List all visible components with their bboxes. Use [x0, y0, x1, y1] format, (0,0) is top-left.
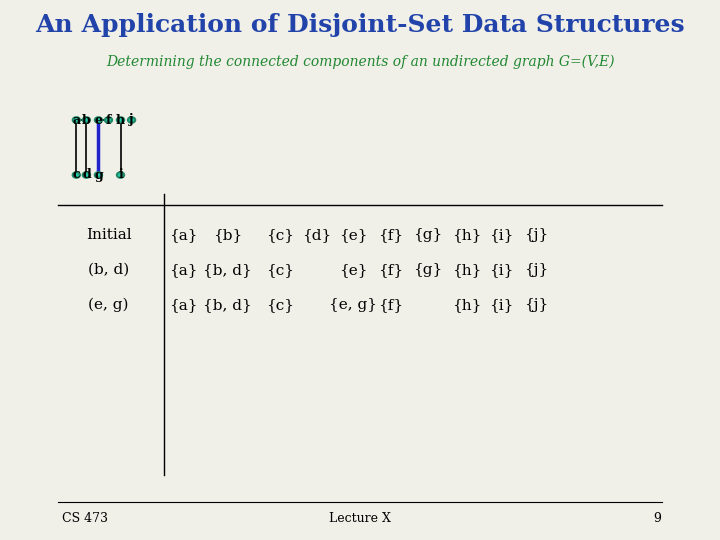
Text: {e}: {e} [339, 263, 367, 277]
Text: (e, g): (e, g) [89, 298, 129, 312]
Text: e: e [94, 113, 102, 126]
Text: Lecture X: Lecture X [329, 511, 391, 524]
Ellipse shape [95, 117, 102, 123]
Text: {b}: {b} [212, 228, 242, 242]
Text: {f}: {f} [378, 228, 403, 242]
Text: c: c [73, 168, 80, 181]
Ellipse shape [117, 172, 124, 178]
Text: {b, d}: {b, d} [203, 263, 252, 277]
Text: {i}: {i} [489, 263, 513, 277]
Text: Initial: Initial [86, 228, 132, 242]
Text: a: a [72, 113, 81, 126]
Ellipse shape [83, 172, 90, 178]
Text: Determining the connected components of an undirected graph G=(V,E): Determining the connected components of … [106, 55, 614, 69]
Text: {j}: {j} [524, 228, 549, 242]
Text: f: f [106, 113, 111, 126]
Text: {g}: {g} [413, 228, 443, 242]
Text: {a}: {a} [169, 228, 198, 242]
Text: {f}: {f} [378, 263, 403, 277]
Text: {j}: {j} [524, 263, 549, 277]
Ellipse shape [128, 117, 135, 123]
Text: {a}: {a} [169, 263, 198, 277]
Text: h: h [116, 113, 125, 126]
Text: An Application of Disjoint-Set Data Structures: An Application of Disjoint-Set Data Stru… [35, 13, 685, 37]
Text: {i}: {i} [489, 228, 513, 242]
Text: (b, d): (b, d) [88, 263, 130, 277]
Text: i: i [118, 168, 123, 181]
Text: 9: 9 [653, 511, 661, 524]
Text: {e, g}: {e, g} [329, 298, 377, 312]
Ellipse shape [105, 117, 112, 123]
Text: {f}: {f} [378, 298, 403, 312]
Ellipse shape [95, 172, 102, 178]
Text: {h}: {h} [451, 263, 481, 277]
Text: d: d [82, 168, 91, 181]
Text: {c}: {c} [266, 298, 294, 312]
Ellipse shape [73, 117, 80, 123]
Text: {j}: {j} [524, 298, 549, 312]
Text: {b, d}: {b, d} [203, 298, 252, 312]
Text: {h}: {h} [451, 298, 481, 312]
Text: j: j [130, 113, 134, 126]
Text: CS 473: CS 473 [61, 511, 107, 524]
Text: {a}: {a} [169, 298, 198, 312]
Ellipse shape [83, 117, 90, 123]
Text: {c}: {c} [266, 228, 294, 242]
Text: {h}: {h} [451, 228, 481, 242]
Text: {c}: {c} [266, 263, 294, 277]
Text: g: g [94, 168, 103, 181]
Text: b: b [82, 113, 91, 126]
Text: {g}: {g} [413, 263, 443, 277]
Text: {i}: {i} [489, 298, 513, 312]
Text: {e}: {e} [339, 228, 367, 242]
Text: {d}: {d} [302, 228, 331, 242]
Ellipse shape [73, 172, 80, 178]
Ellipse shape [117, 117, 124, 123]
